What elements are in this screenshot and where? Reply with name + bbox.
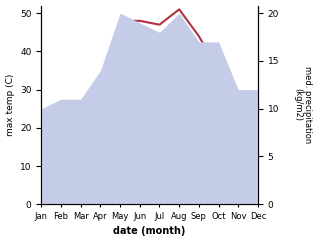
X-axis label: date (month): date (month): [114, 227, 186, 236]
Y-axis label: max temp (C): max temp (C): [5, 74, 15, 136]
Y-axis label: med. precipitation
(kg/m2): med. precipitation (kg/m2): [293, 66, 313, 144]
